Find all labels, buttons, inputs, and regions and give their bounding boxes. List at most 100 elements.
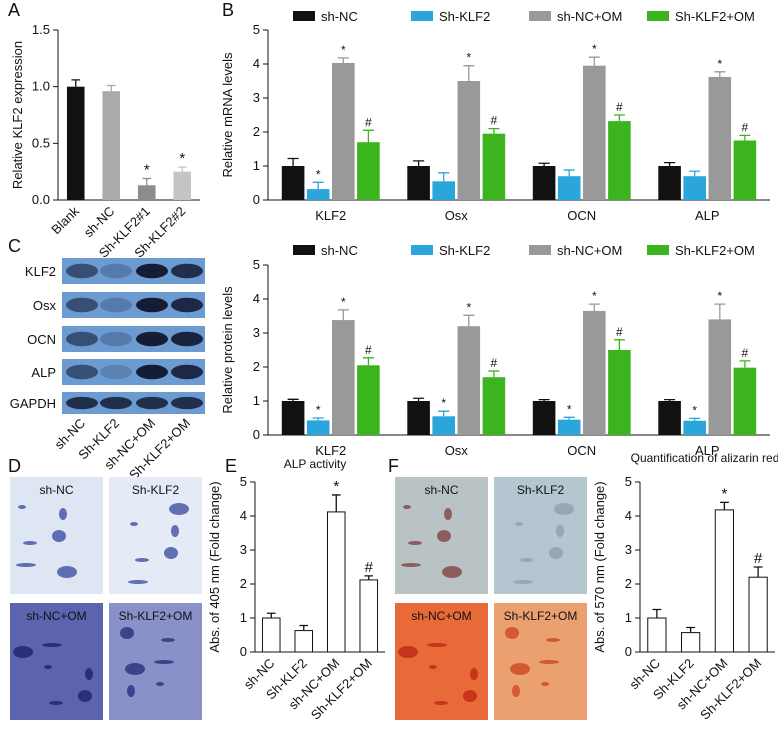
bar (658, 401, 681, 435)
significance-marker: * (567, 402, 572, 416)
error-bar (364, 575, 374, 580)
significance-marker: # (616, 100, 623, 114)
significance-marker: * (179, 150, 185, 167)
y-tick-label: 3 (253, 325, 260, 340)
legend-swatch (647, 11, 669, 21)
bar (708, 76, 732, 200)
legend-swatch (293, 11, 315, 21)
y-tick-label: 2 (240, 576, 247, 591)
micrograph-feature (154, 660, 174, 664)
micrograph-feature (429, 665, 437, 669)
micrograph-feature (125, 663, 145, 675)
error-bar (538, 162, 550, 166)
blot-row-label: ALP (31, 365, 56, 380)
micrograph-feature (23, 541, 37, 545)
error-bar (299, 624, 309, 631)
y-tick-label: 2 (253, 124, 260, 139)
legend-swatch (411, 11, 433, 21)
error-bar (463, 314, 475, 327)
micrograph-feature (556, 525, 564, 537)
blot-band (100, 396, 132, 410)
bar (557, 176, 581, 200)
micrograph-label: sh-NC+OM (411, 609, 471, 623)
micrograph-feature (470, 668, 478, 680)
bar (583, 310, 606, 435)
y-tick-label: 0 (625, 644, 632, 659)
x-tick-label: KLF2 (315, 208, 346, 223)
error-bar (613, 339, 625, 350)
chart-title: ALP activity (284, 457, 346, 471)
bar (332, 320, 355, 435)
significance-marker: # (365, 343, 372, 357)
y-tick-label: 1 (240, 610, 247, 625)
bar (733, 367, 757, 435)
bar (557, 419, 581, 435)
bar (432, 181, 455, 200)
micrograph-feature (130, 522, 138, 526)
micrograph-feature (164, 547, 178, 559)
blot-band (136, 364, 168, 380)
micrograph-feature (42, 643, 62, 647)
blot-band (66, 297, 98, 313)
significance-marker: # (491, 356, 498, 370)
error-bar (689, 170, 701, 177)
error-bar (142, 177, 152, 186)
error-bar (664, 398, 676, 401)
y-tick-label: 2 (253, 359, 260, 374)
significance-marker: * (592, 42, 597, 56)
error-bar (538, 398, 550, 401)
micrograph-feature (427, 643, 447, 647)
bar (748, 576, 768, 653)
micrograph (494, 477, 587, 594)
significance-marker: # (616, 325, 623, 339)
micrograph-feature (463, 690, 477, 702)
micrograph-feature (57, 566, 77, 578)
y-axis-label: Relative KLF2 expression (10, 41, 25, 189)
micrograph-feature (515, 522, 523, 526)
significance-marker: * (717, 289, 722, 303)
legend-swatch (647, 245, 669, 255)
y-tick-label: 4 (625, 508, 632, 523)
error-bar (588, 303, 600, 311)
bar (173, 171, 192, 200)
micrograph-feature (408, 541, 422, 545)
micrograph-feature (520, 558, 534, 562)
legend-swatch (411, 245, 433, 255)
bar (482, 377, 506, 435)
error-bar (438, 172, 450, 182)
blot-band (100, 297, 132, 313)
significance-marker: * (592, 289, 597, 303)
bar (457, 81, 481, 200)
y-tick-label: 3 (253, 90, 260, 105)
significance-marker: # (365, 559, 374, 576)
blot-band (100, 331, 132, 347)
micrograph-feature (541, 682, 549, 686)
blot-band (171, 396, 203, 410)
error-bar (413, 397, 425, 401)
micrograph-label: sh-NC+OM (26, 609, 86, 623)
x-tick-label: Blank (48, 203, 82, 237)
y-tick-label: 1 (253, 158, 260, 173)
error-bar (563, 169, 575, 177)
bar (733, 140, 757, 200)
bar (457, 326, 481, 435)
micrograph-feature (403, 505, 411, 509)
blot-row-label: KLF2 (25, 264, 56, 279)
bar (102, 91, 121, 200)
error-bar (362, 129, 374, 143)
bar (482, 133, 506, 200)
error-bar (177, 166, 187, 172)
panel-label: B (222, 0, 234, 20)
y-tick-label: 1 (253, 393, 260, 408)
error-bar (362, 357, 374, 366)
y-tick-label: 4 (240, 508, 247, 523)
legend-label: sh-NC (321, 243, 358, 258)
bar (407, 401, 430, 435)
micrograph-label: Sh-KLF2+OM (504, 609, 578, 623)
micrograph-feature (18, 505, 26, 509)
bar (681, 632, 701, 653)
blot-band (66, 396, 98, 410)
error-bar (739, 360, 751, 368)
significance-marker: * (441, 396, 446, 410)
y-axis-label: Abs. of 405 nm (Fold change) (207, 481, 222, 652)
